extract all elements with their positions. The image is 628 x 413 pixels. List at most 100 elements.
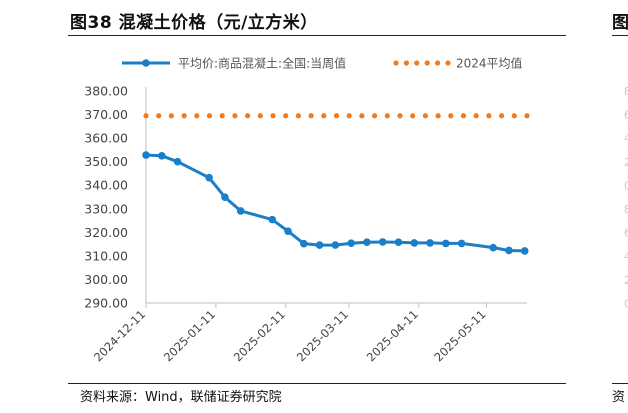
legend-marker-average-dot: [445, 60, 451, 66]
data-point: [363, 238, 371, 247]
y-tick-label: 310.00: [84, 248, 128, 263]
data-point: [394, 238, 403, 247]
y-tick-label: 340.00: [84, 178, 128, 193]
legend-marker-average-dot: [414, 60, 420, 66]
data-point: [378, 238, 387, 246]
average-dot: [384, 113, 390, 119]
y-tick-label: 320.00: [84, 225, 128, 240]
y-axis: 380.00 370.00 360.00 350.00 340.00 330.00 320.…: [84, 84, 147, 311]
y-tick-label: 290.00: [84, 296, 128, 311]
average-dot: [270, 113, 276, 119]
adjacent-figure-divider: [612, 35, 628, 36]
data-point: [315, 241, 324, 249]
data-point: [426, 239, 434, 247]
average-dot: [219, 113, 225, 119]
legend-marker-average-dot: [403, 60, 409, 66]
average-dot: [168, 113, 174, 119]
data-point: [221, 193, 229, 202]
adjacent-figure-title-fragment: 图: [612, 13, 628, 33]
data-point: [442, 239, 450, 248]
average-dot: [372, 113, 378, 119]
x-tick-label: 2025-01-11: [161, 307, 218, 364]
average-dot: [486, 113, 492, 119]
y-tick-label: 380.00: [84, 84, 128, 99]
legend-marker-dot: [142, 59, 150, 67]
data-point: [505, 246, 513, 255]
average-dot: [257, 113, 263, 119]
x-tick-label: 2025-04-11: [364, 307, 421, 364]
data-point: [489, 243, 497, 252]
data-point: [268, 215, 277, 224]
legend-marker-average-dot: [435, 60, 441, 66]
average-dot: [460, 113, 467, 119]
y-tick-label: 300.00: [84, 272, 128, 287]
adjacent-figure-ghost-tick: 6: [624, 109, 628, 122]
adjacent-figure-ghost-tick: 8: [624, 85, 628, 98]
adjacent-figure-ghost-ticks: 8 6 4 2 0 8 6 4 2 0: [624, 85, 628, 310]
x-tick-label: 2025-02-11: [231, 307, 288, 364]
x-axis: 2024-12-11 2025-01-11 2025-02-11 2025-03-11…: [91, 302, 527, 364]
adjacent-figure-ghost-tick: 0: [624, 179, 628, 192]
average-dot: [206, 113, 213, 119]
series-weekly-price-line: [145, 153, 525, 253]
adjacent-figure-ghost-tick: 8: [624, 203, 628, 216]
data-point: [284, 227, 292, 235]
adjacent-figure-source-divider: [612, 383, 628, 384]
average-dot: [410, 113, 416, 119]
adjacent-figure-ghost-tick: 2: [624, 274, 628, 287]
title-divider: [68, 35, 566, 36]
average-dot: [232, 113, 238, 119]
average-dot: [473, 113, 479, 119]
average-dot: [524, 113, 530, 119]
y-tick-label: 360.00: [84, 131, 128, 146]
average-dot: [295, 113, 301, 119]
series-2024-average: [143, 113, 530, 119]
average-dot: [143, 113, 149, 119]
average-dot: [359, 113, 365, 119]
source-note: 资料来源：Wind，联储证券研究院: [80, 390, 282, 405]
average-dot: [156, 113, 162, 119]
data-point: [173, 157, 182, 166]
average-dot: [333, 113, 340, 119]
data-point: [331, 241, 340, 249]
x-tick-label: 2025-03-11: [294, 307, 351, 364]
data-point: [300, 239, 308, 248]
data-point: [410, 239, 419, 247]
average-dot: [422, 113, 428, 119]
legend-marker-average-dot: [424, 60, 430, 66]
adjacent-figure-ghost-tick: 6: [624, 227, 628, 240]
plot-area: [142, 113, 530, 255]
average-dot: [448, 113, 454, 119]
legend: 平均价:商品混凝土:全国:当周值 2024平均值: [122, 56, 523, 71]
average-dot: [499, 113, 505, 119]
data-point: [457, 239, 466, 248]
x-tick-label: 2024-12-11: [91, 307, 148, 364]
data-point: [236, 207, 245, 215]
source-divider: [68, 383, 566, 384]
y-tick-label: 370.00: [84, 107, 128, 122]
average-dot: [397, 113, 403, 119]
average-dot: [308, 113, 314, 119]
y-tick-label: 350.00: [84, 154, 128, 169]
y-tick-label: 330.00: [84, 201, 128, 216]
chart-title: 图38 混凝土价格（元/立方米）: [70, 13, 318, 33]
average-dot: [321, 113, 327, 119]
average-dot: [283, 113, 289, 119]
data-point: [205, 173, 213, 182]
adjacent-figure-ghost-tick: 4: [624, 250, 628, 263]
data-point: [157, 151, 166, 160]
adjacent-figure-ghost-tick: 4: [624, 132, 628, 145]
average-dot: [511, 113, 517, 119]
average-dot: [435, 113, 441, 119]
data-point: [520, 247, 529, 255]
adjacent-figure-source-fragment: 资: [612, 390, 626, 405]
average-dot: [194, 113, 200, 119]
data-point: [142, 151, 150, 159]
adjacent-figure-ghost-tick: 2: [624, 156, 628, 169]
data-point: [347, 239, 355, 247]
legend-label-weekly-price: 平均价:商品混凝土:全国:当周值: [178, 56, 346, 71]
average-dot: [346, 113, 352, 119]
average-dot: [181, 113, 187, 119]
legend-marker-average-dot: [393, 60, 399, 66]
